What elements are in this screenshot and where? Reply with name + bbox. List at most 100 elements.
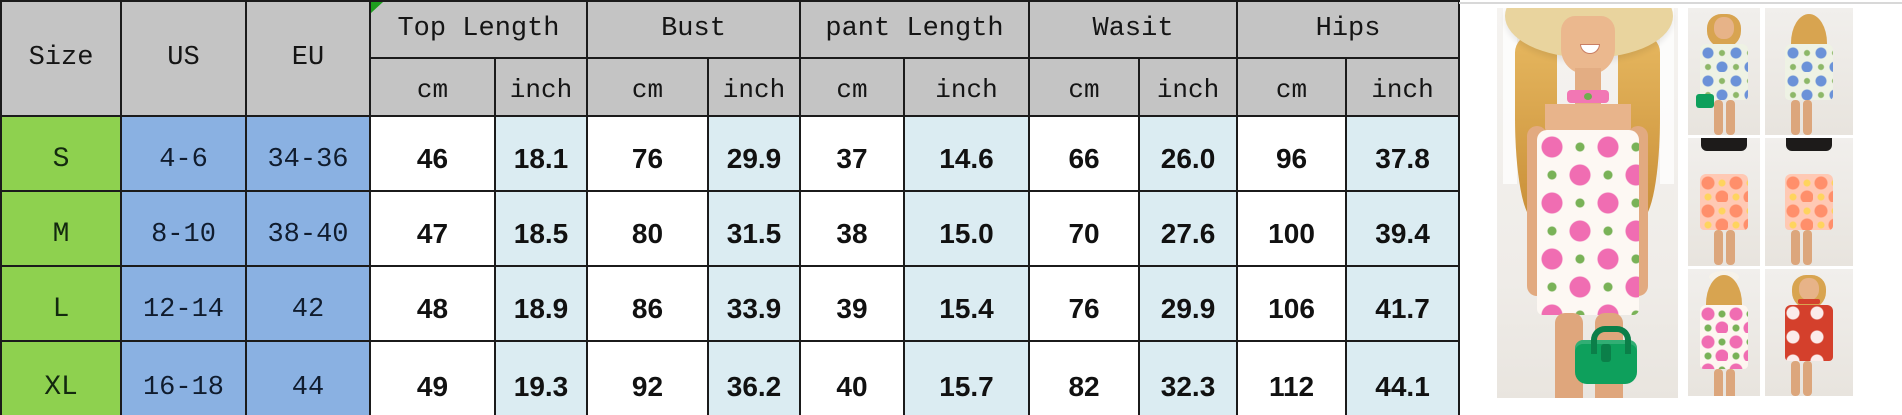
model-leg-shape bbox=[1791, 100, 1800, 135]
divider bbox=[1459, 2, 1902, 4]
size-cell: L bbox=[0, 265, 122, 342]
measurement-cell: 29.9 bbox=[1138, 265, 1239, 342]
us-cell: 8-10 bbox=[120, 190, 247, 267]
measurement-cell: 76 bbox=[586, 115, 709, 192]
header-group-hips: Hips bbox=[1236, 0, 1461, 59]
table-row-s: S 4-6 34-36 46 18.1 76 29.9 37 14.6 66 2… bbox=[0, 115, 1461, 192]
header-size: Size bbox=[0, 0, 122, 117]
us-cell: 16-18 bbox=[120, 340, 247, 415]
measurement-cell: 19.3 bbox=[494, 340, 588, 415]
blue-print-dress-shape bbox=[1700, 44, 1748, 100]
model-face-shape bbox=[1799, 278, 1819, 300]
unit-header-inch: inch bbox=[707, 57, 801, 117]
unit-header-inch: inch bbox=[1345, 57, 1461, 117]
measurement-cell: 82 bbox=[1028, 340, 1141, 415]
variant-photo-grid bbox=[1688, 8, 1853, 398]
size-cell: XL bbox=[0, 340, 122, 415]
header-group-bust: Bust bbox=[586, 0, 801, 59]
product-photo-blue-back bbox=[1765, 8, 1853, 135]
measurement-cell: 39.4 bbox=[1345, 190, 1461, 267]
background-shelf-shape bbox=[1660, 8, 1674, 184]
measurement-cell: 76 bbox=[1028, 265, 1141, 342]
background-shelf-shape bbox=[1503, 8, 1517, 184]
model-leg-shape bbox=[1714, 100, 1723, 135]
measurement-cell: 41.7 bbox=[1345, 265, 1461, 342]
model-leg-shape bbox=[1726, 369, 1735, 396]
measurement-cell: 33.9 bbox=[707, 265, 801, 342]
model-leg-shape bbox=[1803, 100, 1812, 135]
measurement-cell: 47 bbox=[369, 190, 496, 267]
model-leg-shape bbox=[1714, 230, 1723, 265]
us-cell: 12-14 bbox=[120, 265, 247, 342]
eu-cell: 38-40 bbox=[245, 190, 371, 267]
blue-print-dress-shape bbox=[1785, 44, 1833, 100]
us-cell: 4-6 bbox=[120, 115, 247, 192]
header-group-pant-length: pant Length bbox=[798, 0, 1031, 59]
product-photo-blue-front bbox=[1688, 8, 1760, 135]
model-leg-shape bbox=[1791, 361, 1800, 396]
unit-header-cm: cm bbox=[1028, 57, 1141, 117]
unit-header-cm: cm bbox=[369, 57, 496, 117]
measurement-cell: 15.7 bbox=[902, 340, 1031, 415]
measurement-cell: 18.9 bbox=[494, 265, 588, 342]
measurement-cell: 27.6 bbox=[1138, 190, 1239, 267]
measurement-cell: 66 bbox=[1028, 115, 1141, 192]
measurement-cell: 26.0 bbox=[1138, 115, 1239, 192]
size-chart-table: Size US EU Top Length Bust pant Length W… bbox=[0, 0, 1461, 415]
model-leg-shape bbox=[1803, 230, 1812, 265]
eu-cell: 44 bbox=[245, 340, 371, 415]
unit-header-inch: inch bbox=[902, 57, 1031, 117]
measurement-cell: 18.5 bbox=[494, 190, 588, 267]
green-handbag-shape bbox=[1575, 326, 1637, 384]
measurement-cell: 46 bbox=[369, 115, 496, 192]
product-photo-pink-back bbox=[1688, 269, 1760, 396]
red-print-dress-shape bbox=[1785, 305, 1833, 361]
measurement-cell: 14.6 bbox=[902, 115, 1031, 192]
red-choker-shape bbox=[1798, 299, 1820, 304]
eu-cell: 42 bbox=[245, 265, 371, 342]
header-eu: EU bbox=[245, 0, 371, 117]
measurement-cell: 29.9 bbox=[707, 115, 801, 192]
peach-print-dress-shape bbox=[1700, 174, 1748, 230]
measurement-cell: 48 bbox=[369, 265, 496, 342]
unit-header-cm: cm bbox=[586, 57, 709, 117]
peach-print-dress-shape bbox=[1785, 174, 1833, 230]
model-face-shape bbox=[1714, 17, 1734, 39]
size-cell: S bbox=[0, 115, 122, 192]
measurement-cell: 96 bbox=[1236, 115, 1348, 192]
product-photo-collage bbox=[1497, 8, 1853, 398]
measurement-cell: 39 bbox=[799, 265, 905, 342]
measurement-cell: 36.2 bbox=[707, 340, 801, 415]
cropped-head-shape bbox=[1786, 138, 1832, 151]
measurement-cell: 80 bbox=[586, 190, 709, 267]
table-row-l: L 12-14 42 48 18.9 86 33.9 39 15.4 76 29… bbox=[0, 265, 1461, 342]
measurement-cell: 15.0 bbox=[902, 190, 1031, 267]
header-group-top-length: Top Length bbox=[369, 0, 588, 59]
measurement-cell: 31.5 bbox=[707, 190, 801, 267]
product-photo-main-pink-dress bbox=[1497, 8, 1678, 398]
header-group-wasit: Wasit bbox=[1028, 0, 1239, 59]
pink-choker-shape bbox=[1567, 90, 1609, 103]
model-leg-shape bbox=[1791, 230, 1800, 265]
measurement-cell: 32.3 bbox=[1138, 340, 1239, 415]
eu-cell: 34-36 bbox=[245, 115, 371, 192]
size-cell: M bbox=[0, 190, 122, 267]
measurement-cell: 70 bbox=[1028, 190, 1141, 267]
measurement-cell: 92 bbox=[586, 340, 709, 415]
measurement-cell: 112 bbox=[1236, 340, 1348, 415]
excel-corner-marker-icon bbox=[371, 2, 383, 13]
measurement-cell: 86 bbox=[586, 265, 709, 342]
measurement-cell: 38 bbox=[799, 190, 905, 267]
header-us: US bbox=[120, 0, 247, 117]
measurement-cell: 106 bbox=[1236, 265, 1348, 342]
measurement-cell: 49 bbox=[369, 340, 496, 415]
unit-header-cm: cm bbox=[1236, 57, 1348, 117]
measurement-cell: 37 bbox=[799, 115, 905, 192]
measurement-cell: 37.8 bbox=[1345, 115, 1461, 192]
unit-header-cm: cm bbox=[799, 57, 905, 117]
measurement-cell: 40 bbox=[799, 340, 905, 415]
unit-header-inch: inch bbox=[494, 57, 588, 117]
model-leg-shape bbox=[1714, 369, 1723, 396]
table-row-m: M 8-10 38-40 47 18.5 80 31.5 38 15.0 70 … bbox=[0, 190, 1461, 267]
